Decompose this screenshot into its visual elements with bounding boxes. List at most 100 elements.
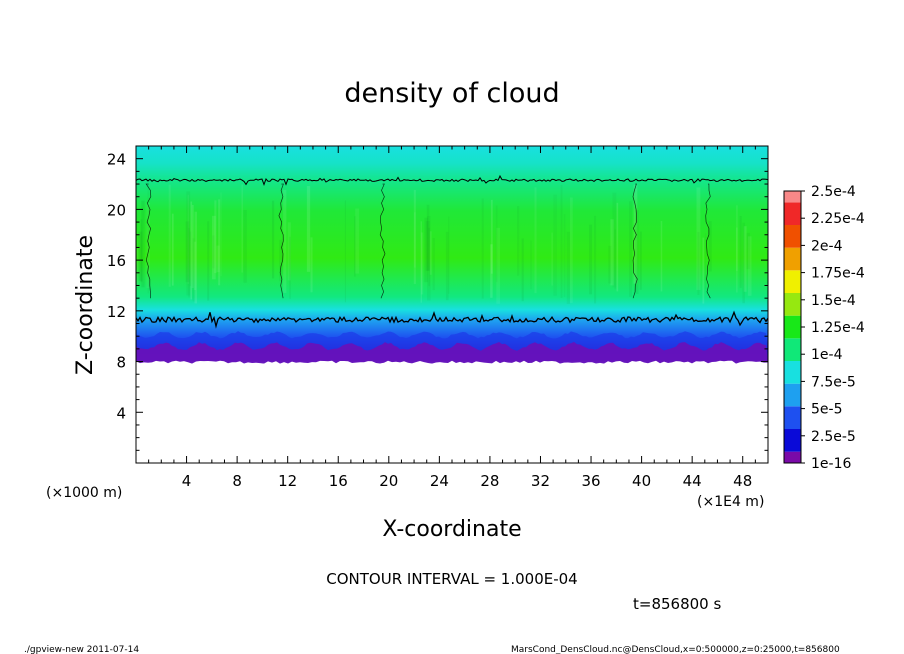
colorbar-swatch: [784, 361, 801, 384]
field-streak: [141, 200, 145, 288]
x-tick-label: 32: [531, 472, 550, 490]
field-streak: [563, 213, 566, 297]
colorbar-swatch: [784, 429, 801, 452]
field-streak: [188, 228, 190, 298]
field-streak: [424, 217, 428, 283]
y-tick-label: 12: [107, 303, 126, 321]
field-streak: [354, 216, 356, 277]
field-streak: [189, 231, 192, 287]
field-streak: [414, 212, 416, 268]
y-tick-label: 8: [116, 354, 126, 372]
field-streak: [612, 192, 617, 288]
colorbar-label: 1e-16: [811, 456, 851, 472]
colorbar-label: 5e-5: [811, 402, 842, 418]
y-tick-label: 4: [116, 404, 126, 422]
field-streak: [425, 221, 430, 271]
y-axis-label: Z-coordinate: [73, 235, 98, 375]
contour-filament: [705, 183, 711, 299]
field-streak: [427, 215, 431, 301]
colorbar-label: 7.5e-5: [811, 374, 856, 390]
field-streak: [168, 184, 171, 287]
x-unit-right: (×1E4 m): [697, 494, 764, 510]
colorbar-swatch: [784, 270, 801, 293]
field-streak: [743, 226, 747, 292]
contour-line: [136, 310, 768, 329]
colorbar-label: 1.5e-4: [811, 293, 856, 309]
field-streak: [735, 205, 738, 271]
field-streak: [186, 191, 191, 296]
field-streak: [432, 238, 435, 291]
field-streak: [629, 201, 633, 297]
field-streak: [739, 216, 742, 288]
x-tick-label: 40: [632, 472, 651, 490]
field-streak: [216, 245, 220, 273]
field-streak: [426, 204, 430, 271]
field-streak: [445, 231, 449, 301]
colorbar-swatch: [784, 406, 801, 429]
field-streak: [310, 237, 313, 293]
field-streak: [212, 215, 216, 280]
x-tick-label: 4: [182, 472, 192, 490]
field-streak: [191, 204, 194, 289]
field-streak: [551, 232, 553, 286]
field-streak: [136, 247, 139, 288]
field-streak: [616, 202, 619, 292]
contour-filament: [632, 183, 638, 299]
field-streak: [495, 205, 498, 283]
x-tick-label: 8: [232, 472, 242, 490]
colorbar-swatch: [784, 451, 801, 463]
field-streak: [306, 186, 311, 272]
field-streak: [736, 227, 738, 293]
field-streak: [271, 200, 275, 279]
x-axis-label: X-coordinate: [382, 517, 521, 542]
field-streak: [420, 221, 422, 303]
field-streak: [696, 187, 701, 290]
field-streak: [429, 231, 432, 275]
x-tick-label: 44: [683, 472, 702, 490]
field-streak: [697, 231, 700, 296]
field-streak: [633, 184, 638, 284]
field-streak: [279, 239, 282, 282]
field-streak: [490, 244, 493, 298]
colorbar: 1e-16 2.5e-5 5e-5 7.5e-5 1e-4 1.25e-4 1.5e-4 1.…: [783, 184, 865, 472]
contour-line: [136, 174, 768, 186]
colorbar-label: 1.25e-4: [811, 320, 865, 336]
footer-right: MarsCond_DensCloud.nc@DensCloud,x=0:5000…: [511, 645, 840, 654]
field-streak: [218, 199, 221, 286]
field-streak: [569, 197, 573, 303]
field-streak: [448, 216, 450, 294]
x-tick-label: 24: [430, 472, 449, 490]
field-streak: [490, 199, 493, 274]
x-unit-left: (×1000 m): [46, 485, 122, 501]
field-body: [136, 146, 768, 362]
field-streak: [214, 200, 217, 274]
colorbar-swatch: [784, 338, 801, 361]
field-streak: [530, 240, 532, 290]
colorbar-label: 2e-4: [811, 238, 843, 254]
field-streak: [420, 232, 424, 295]
footer-left: ./gpview-new 2011-07-14: [24, 645, 139, 654]
field-streak: [289, 236, 291, 299]
x-tick-label: 36: [581, 472, 600, 490]
field-streak: [589, 224, 593, 295]
field-streak: [243, 210, 247, 283]
field-streak: [355, 208, 360, 274]
field-streak: [428, 227, 430, 287]
field-streak: [496, 227, 501, 304]
field-streak: [344, 200, 347, 303]
field-streak: [566, 231, 570, 304]
x-axis: 4 8 12 16 20 24 28 32 36 40 44 48: [148, 146, 756, 490]
field-streak: [207, 221, 210, 301]
field-streak: [192, 238, 195, 302]
field-streak: [660, 220, 663, 292]
field-purple-band: [136, 341, 768, 364]
field-streak: [212, 235, 215, 269]
field-streak: [608, 245, 612, 284]
density-field: [136, 146, 768, 368]
colorbar-label: 2.25e-4: [811, 211, 865, 227]
field-streak: [190, 201, 193, 300]
colorbar-label: 2.5e-5: [811, 429, 856, 445]
contour-filament: [145, 183, 152, 299]
field-streak: [140, 219, 143, 283]
